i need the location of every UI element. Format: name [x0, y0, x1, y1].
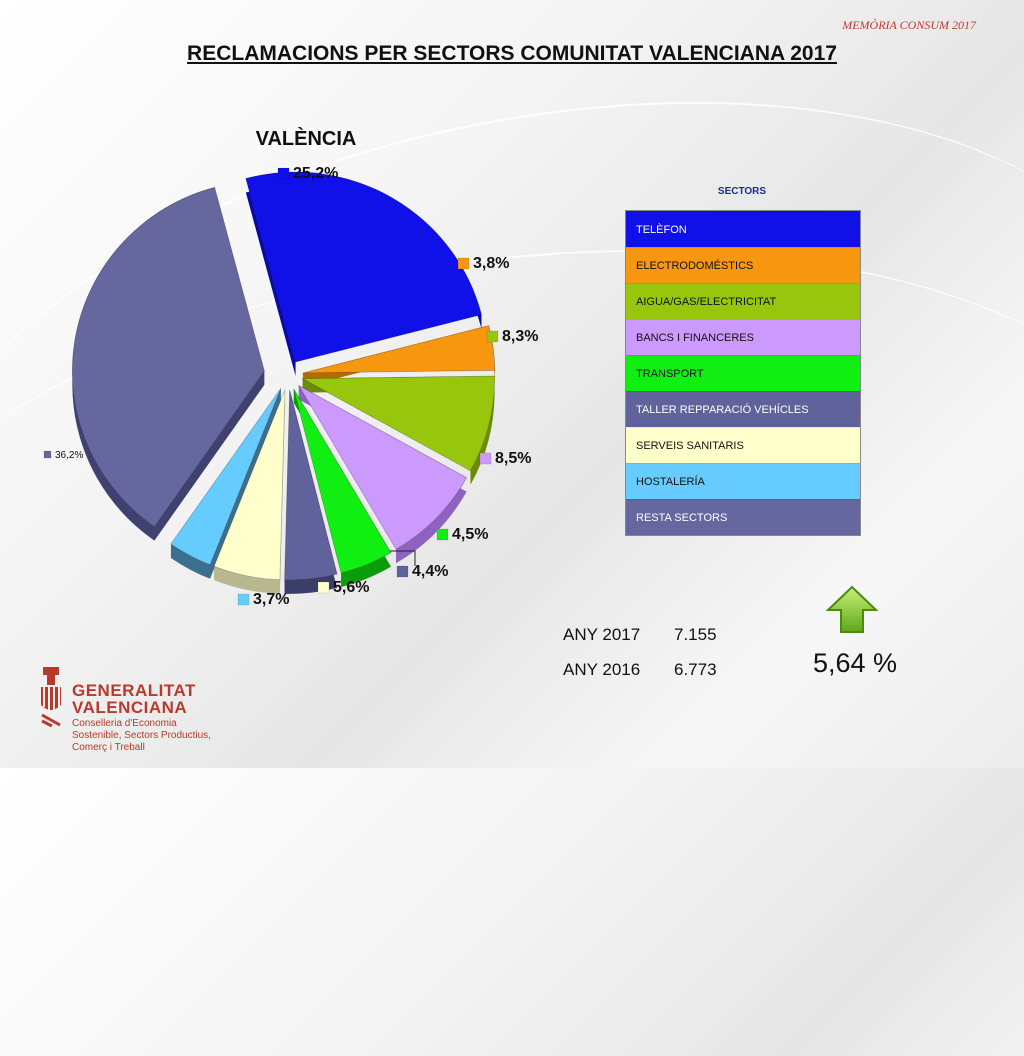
totals-row: ANY 2016 6.773	[563, 652, 717, 687]
legend-table: TELÈFON ELECTRODOMÉSTICS AIGUA/GAS/ELECTRI…	[625, 210, 861, 536]
legend-item: RESTA SECTORS	[626, 499, 860, 535]
totals-year: ANY 2016	[563, 659, 641, 679]
data-label: 8,3%	[502, 328, 538, 345]
pie-slice	[302, 325, 496, 374]
legend-item: TALLER REPPARACIÓ VEHÍCLES	[626, 391, 860, 427]
legend-item: BANCS I FINANCERES	[626, 319, 860, 355]
logo-subtitle: Conselleria d'Economia Sostenible, Secto…	[72, 718, 211, 754]
pie-slice	[71, 186, 265, 528]
legend-item: AIGUA/GAS/ELECTRICITAT	[626, 283, 860, 319]
leader-line	[390, 550, 416, 566]
logo-subtitle-line: Sostenible, Sectors Productius,	[72, 730, 211, 741]
totals-row: ANY 2017 7.155	[563, 617, 717, 652]
pie-slice	[213, 389, 286, 581]
legend-item: TRANSPORT	[626, 355, 860, 391]
data-label-marker	[43, 450, 52, 459]
legend-item: ELECTRODOMÉSTICS	[626, 247, 860, 283]
logo-name-line: VALENCIANA	[72, 698, 188, 717]
pie-slice	[284, 389, 338, 581]
pie-slice	[301, 375, 495, 472]
data-label: 5,6%	[333, 579, 369, 596]
logo-name-line: GENERALITAT	[72, 681, 196, 700]
data-label-marker	[436, 528, 449, 541]
data-label: 4,4%	[412, 563, 448, 580]
pie-slice	[170, 387, 282, 566]
data-label-marker	[277, 167, 290, 180]
pie-slice	[245, 171, 482, 363]
logo-name: GENERALITAT VALENCIANA	[72, 682, 196, 716]
pie-slice-side	[72, 187, 265, 541]
data-label: 8,5%	[495, 450, 531, 467]
data-label-marker	[479, 452, 492, 465]
data-label: 4,5%	[452, 526, 488, 543]
header-tag: MEMÒRIA CONSUM 2017	[842, 18, 976, 32]
totals-table: ANY 2017 7.155 ANY 2016 6.773	[563, 617, 717, 687]
data-label: 25,2%	[293, 165, 338, 182]
generalitat-emblem-icon	[41, 667, 61, 727]
data-label: 3,7%	[253, 591, 289, 608]
pie-slice	[293, 388, 392, 574]
data-label-marker	[237, 593, 250, 606]
totals-value: 6.773	[674, 659, 717, 679]
totals-value: 7.155	[674, 624, 717, 644]
totals-year: ANY 2017	[563, 624, 641, 644]
page-title: RECLAMACIONS PER SECTORS COMUNITAT VALEN…	[187, 42, 837, 65]
percent-change: 5,64 %	[813, 648, 898, 678]
data-label-marker	[396, 565, 409, 578]
legend-title: SECTORS	[717, 186, 767, 197]
pie-chart: VALÈNCIA 25,2% 3,8% 8,3% 8,5% 4,5% 4,4% 5,6% 3,7…	[43, 127, 538, 608]
data-label-marker	[317, 581, 330, 594]
data-label-marker	[486, 330, 499, 343]
data-label-marker	[457, 257, 470, 270]
legend-item: HOSTALERÍA	[626, 463, 860, 499]
chart-title: VALÈNCIA	[256, 127, 357, 150]
pie-slice	[297, 384, 468, 550]
logo-subtitle-line: Conselleria d'Economia	[72, 718, 177, 729]
pie-slice-side	[170, 388, 281, 579]
pie-slice-side	[214, 389, 285, 594]
logo-subtitle-line: Comerç i Treball	[72, 742, 145, 753]
arrow-up-icon	[826, 585, 878, 633]
data-label: 36,2%	[55, 450, 83, 461]
data-label: 3,8%	[473, 255, 509, 272]
legend-item: TELÈFON	[626, 211, 860, 247]
legend-item: SERVEIS SANITARIS	[626, 427, 860, 463]
